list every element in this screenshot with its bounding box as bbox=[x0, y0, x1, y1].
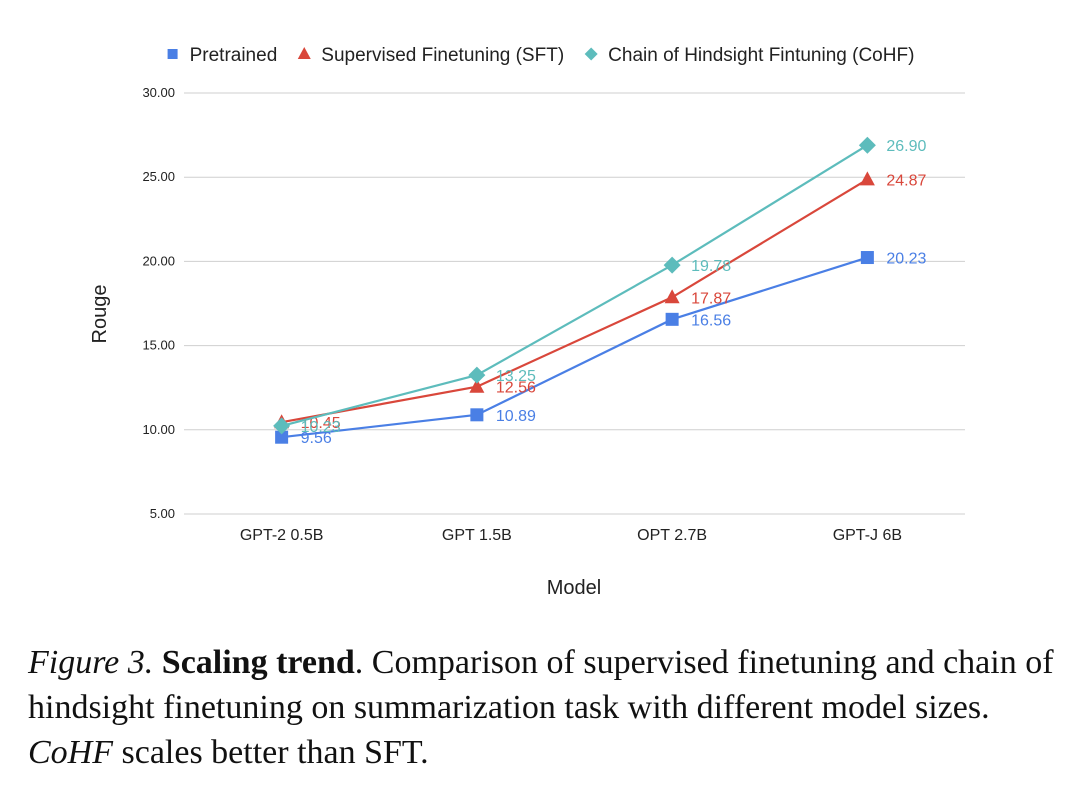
series-layer: 9.5610.8916.5620.2310.4512.5617.8724.871… bbox=[273, 136, 927, 447]
data-point bbox=[468, 366, 486, 384]
series-3: 10.23 13.25 19.78 26.90 bbox=[273, 136, 927, 436]
series-line bbox=[281, 144, 868, 427]
data-label: 10.23 bbox=[301, 419, 341, 436]
x-axis-label: Model bbox=[547, 577, 601, 599]
data-label: 10.89 bbox=[496, 408, 536, 425]
data-point bbox=[273, 417, 291, 435]
data-point bbox=[663, 256, 681, 274]
diamond-marker-icon bbox=[584, 47, 598, 61]
data-label: 12.56 bbox=[496, 380, 536, 397]
data-label: 9.56 bbox=[301, 430, 332, 447]
caption-title: Scaling trend bbox=[161, 644, 355, 681]
chart: Pretrained Supervised Finetuning (SFT) Cha… bbox=[89, 45, 965, 599]
legend-label: Pretrained bbox=[190, 45, 278, 66]
data-point bbox=[275, 430, 289, 444]
legend-label: Supervised Finetuning (SFT) bbox=[321, 45, 564, 66]
data-label: 13.25 bbox=[496, 368, 536, 385]
legend-item: Supervised Finetuning (SFT) bbox=[297, 45, 564, 66]
legend: Pretrained Supervised Finetuning (SFT) Cha… bbox=[167, 45, 914, 66]
caption-text-end: scales better than SFT. bbox=[113, 734, 429, 771]
data-point bbox=[860, 251, 874, 265]
x-tick-label: GPT 1.5B bbox=[442, 527, 512, 544]
y-tick-label: 30.00 bbox=[142, 85, 175, 100]
data-label: 20.23 bbox=[886, 251, 926, 268]
data-point bbox=[470, 408, 484, 422]
caption-label: Figure 3. bbox=[28, 644, 154, 681]
data-point bbox=[664, 289, 680, 304]
figure-caption: Figure 3. Scaling trend. Comparison of s… bbox=[28, 640, 1058, 775]
data-point bbox=[859, 171, 875, 186]
legend-item: Pretrained bbox=[167, 45, 278, 66]
data-label: 19.78 bbox=[691, 258, 731, 275]
y-tick-label: 20.00 bbox=[142, 253, 175, 268]
caption-emphasis: CoHF bbox=[28, 734, 113, 771]
legend-item: Chain of Hindsight Fintuning (CoHF) bbox=[584, 45, 914, 66]
series-1: 9.56 10.89 16.56 20.23 bbox=[275, 251, 927, 447]
x-tick-label: GPT-2 0.5B bbox=[240, 527, 324, 544]
y-tick-label: 25.00 bbox=[142, 169, 175, 184]
data-point bbox=[665, 312, 679, 326]
series-line bbox=[281, 178, 868, 424]
square-marker-icon bbox=[167, 49, 178, 59]
data-label: 26.90 bbox=[886, 138, 926, 155]
x-tick-label: GPT-J 6B bbox=[833, 527, 902, 544]
x-tick-label: OPT 2.7B bbox=[637, 527, 707, 544]
y-tick-label: 10.00 bbox=[142, 422, 175, 437]
y-tick-label: 15.00 bbox=[142, 338, 175, 353]
data-point bbox=[858, 136, 876, 154]
y-axis-label: Rouge bbox=[89, 285, 111, 344]
data-label: 16.56 bbox=[691, 312, 731, 329]
triangle-marker-icon bbox=[297, 47, 311, 59]
data-point bbox=[469, 378, 485, 393]
data-label: 17.87 bbox=[691, 290, 731, 307]
legend-label: Chain of Hindsight Fintuning (CoHF) bbox=[608, 45, 914, 66]
x-axis-ticks: GPT-2 0.5B GPT 1.5B OPT 2.7B GPT-J 6B bbox=[240, 527, 902, 544]
y-tick-label: 5.00 bbox=[150, 506, 175, 521]
caption-text: . Comparison of supervised finetuning an… bbox=[28, 644, 1054, 726]
y-axis-ticks: 5.00 10.00 15.00 20.00 25.00 30.00 bbox=[142, 85, 175, 521]
grid bbox=[184, 92, 965, 515]
series-line bbox=[281, 256, 868, 439]
data-label: 24.87 bbox=[886, 172, 926, 189]
